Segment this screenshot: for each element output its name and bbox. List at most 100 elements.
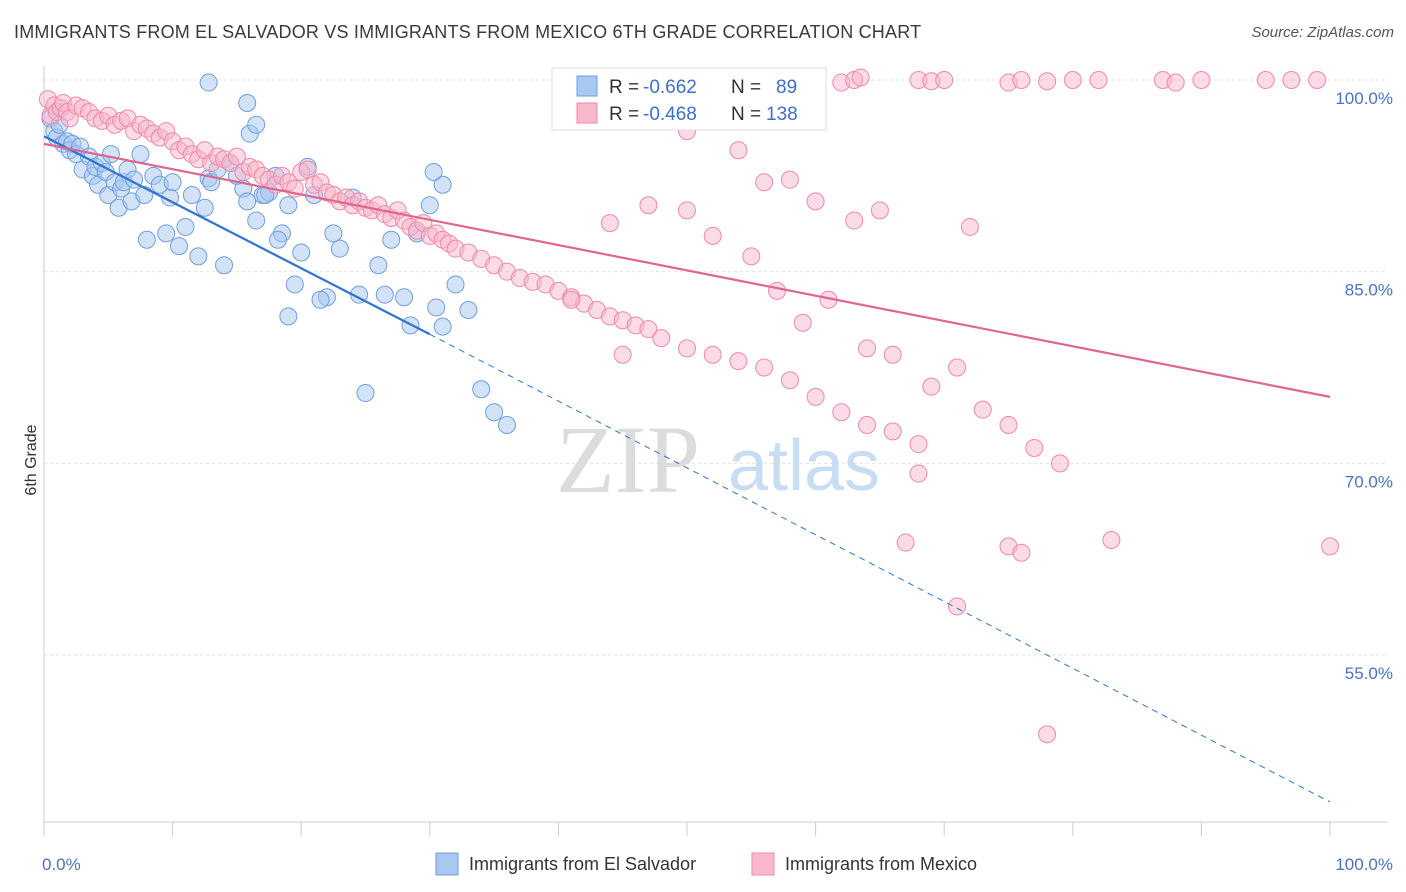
scatter-point	[247, 211, 266, 230]
scatter-point	[858, 416, 877, 434]
scatter-point	[755, 173, 774, 192]
scatter-point	[652, 329, 671, 348]
legend-bottom-swatch-mexico	[751, 852, 775, 876]
legend-bottom-label-el-salvador: Immigrants from El Salvador	[469, 854, 696, 874]
scatter-point	[131, 145, 150, 164]
scatter-point	[1308, 71, 1327, 89]
scatter-point	[375, 285, 394, 304]
legend-top: R = -0.662 N = 89 R = -0.468 N = 138	[551, 67, 827, 131]
x-tick-label: 100.0%	[1335, 855, 1393, 874]
trend-line-extension-0	[429, 333, 1331, 803]
scatter-point	[433, 317, 452, 336]
legend-n-value-2: 138	[766, 104, 798, 125]
legend-bottom: Immigrants from El Salvador Immigrants f…	[435, 852, 977, 876]
legend-r-label-1: R =	[609, 77, 639, 98]
scatter-point	[433, 175, 452, 194]
scatter-point	[909, 464, 928, 483]
scatter-point	[678, 339, 696, 358]
scatter-point	[215, 256, 234, 275]
scatter-point	[1038, 72, 1057, 91]
trend-lines	[43, 135, 1331, 803]
legend-r-label-2: R =	[609, 104, 639, 125]
y-tick-label: 85.0%	[1345, 281, 1393, 300]
scatter-point	[703, 226, 722, 245]
source-label: Source: ZipAtlas.com	[1251, 24, 1394, 41]
scatter-point	[678, 201, 696, 220]
scatter-point	[247, 115, 266, 134]
scatter-point	[896, 533, 915, 552]
scatter-point	[1012, 71, 1031, 89]
scatter-point	[292, 243, 311, 262]
scatter-point	[845, 211, 864, 230]
scatter-point	[973, 400, 992, 419]
trend-line-1	[43, 142, 1331, 398]
watermark: ZIP atlas	[556, 406, 880, 513]
axes	[43, 66, 1388, 836]
scatter-point	[382, 230, 401, 249]
scatter-point	[189, 247, 208, 266]
x-tick-labels: 0.0% 100.0%	[42, 855, 1393, 874]
scatter-point	[269, 230, 288, 249]
scatter-point	[729, 352, 748, 371]
scatter-point	[600, 214, 619, 233]
scatter-point	[806, 387, 825, 406]
scatter-point	[330, 239, 349, 258]
scatter-point	[157, 224, 176, 243]
watermark-zip: ZIP	[556, 406, 700, 513]
scatter-point	[780, 371, 799, 390]
y-tick-labels: 100.0% 85.0% 70.0% 55.0%	[1335, 89, 1393, 683]
scatter-point	[285, 275, 304, 294]
scatter-point	[639, 320, 658, 339]
scatter-point	[1282, 71, 1301, 89]
scatter-point	[279, 307, 298, 326]
scatter-point	[395, 288, 414, 307]
scatter-point	[1089, 71, 1108, 89]
scatter-point	[497, 416, 516, 434]
scatter-point	[424, 163, 443, 181]
legend-bottom-label-mexico: Immigrants from Mexico	[785, 854, 977, 874]
scatter-point	[446, 275, 465, 294]
scatter-point	[163, 173, 182, 192]
scatter-point	[909, 435, 928, 454]
scatter-point	[999, 416, 1018, 434]
scatter-point	[485, 403, 504, 422]
scatter-point	[135, 186, 154, 204]
y-tick-label: 100.0%	[1335, 89, 1393, 108]
trend-line-0	[43, 135, 431, 336]
scatter-point	[832, 403, 851, 422]
scatter-point	[935, 71, 954, 89]
scatter-point	[922, 377, 941, 396]
legend-n-value-1: 89	[776, 77, 797, 98]
scatter-point	[170, 237, 189, 256]
scatter-point	[1038, 725, 1057, 744]
scatter-point	[806, 192, 825, 211]
scatter-point	[472, 380, 491, 399]
scatter-point	[195, 198, 214, 217]
scatter-point	[199, 73, 218, 92]
scatter-point	[562, 290, 581, 309]
scatter-point	[238, 94, 257, 112]
legend-r-value-2: -0.468	[643, 104, 697, 125]
scatter-point	[948, 358, 967, 377]
scatter-point	[227, 147, 246, 166]
x-tick-label: 0.0%	[42, 855, 81, 874]
scatter-point	[755, 358, 774, 377]
scatter-point	[101, 145, 120, 164]
scatter-point	[639, 196, 658, 215]
scatter-point	[613, 345, 632, 364]
scatter-point	[176, 217, 195, 236]
scatter-point	[851, 68, 870, 87]
scatter-point	[870, 201, 889, 220]
y-tick-label: 55.0%	[1345, 664, 1393, 683]
chart-title: IMMIGRANTS FROM EL SALVADOR VS IMMIGRANT…	[14, 22, 922, 42]
scatter-point	[298, 160, 317, 179]
legend-swatch-mexico	[576, 102, 598, 124]
scatter-point	[703, 345, 722, 364]
scatter-point	[780, 170, 799, 189]
scatter-point	[1321, 537, 1339, 556]
scatter-point	[1050, 454, 1069, 473]
scatter-point	[883, 422, 902, 441]
scatter-point	[768, 281, 787, 300]
scatter-point	[729, 141, 748, 160]
